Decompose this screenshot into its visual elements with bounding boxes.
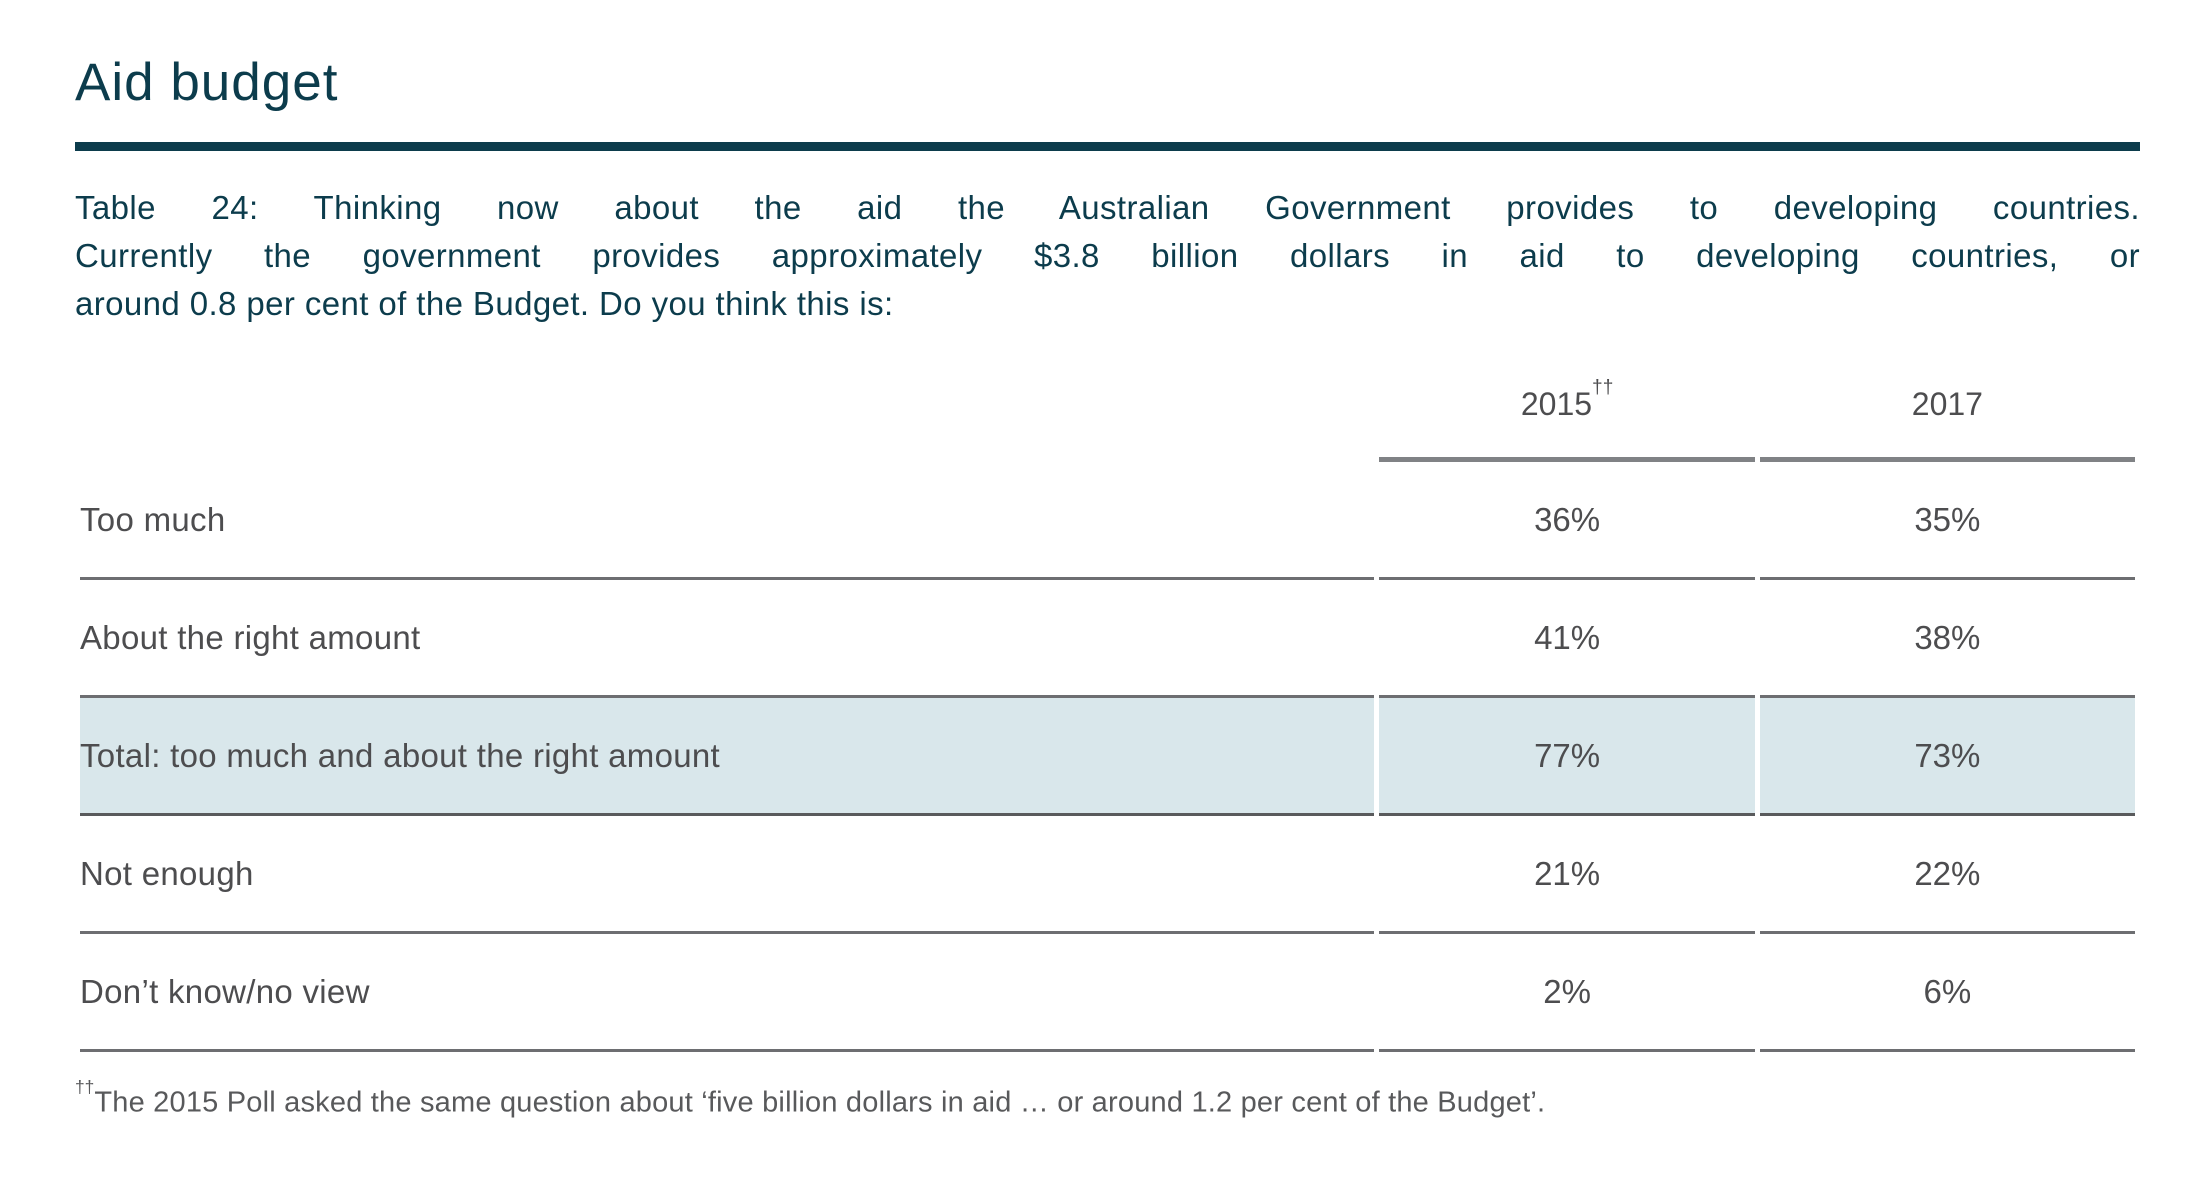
table-row-total-highlight: Total: too much and about the right amou… — [80, 698, 2135, 816]
dagger-footnote-marker: †† — [75, 1077, 95, 1098]
table-row: About the right amount 41% 38% — [80, 580, 2135, 698]
table-row: Not enough 21% 22% — [80, 816, 2135, 934]
value-2015: 41% — [1379, 580, 1755, 698]
value-2017: 22% — [1759, 816, 2135, 934]
table-footnote: ††The 2015 Poll asked the same question … — [75, 1076, 2140, 1122]
page-title: Aid budget — [75, 53, 339, 112]
poll-results-table: 2015†† 2017 Too much 36% 35% About the r… — [75, 377, 2140, 1052]
question-line: Table 24: Thinking now about the aid the… — [75, 189, 2140, 226]
title-rule — [75, 142, 2140, 151]
column-header-2017: 2017 — [1759, 386, 2135, 462]
row-label: Not enough — [80, 816, 1375, 934]
value-2017: 73% — [1759, 698, 2135, 816]
column-header-2015: 2015†† — [1379, 377, 1755, 462]
table-header-row: 2015†† 2017 — [80, 377, 2135, 462]
row-label: Too much — [80, 462, 1375, 580]
table-row: Don’t know/no view 2% 6% — [80, 934, 2135, 1052]
table-row: Too much 36% 35% — [80, 462, 2135, 580]
value-2015: 77% — [1379, 698, 1755, 816]
value-2017: 35% — [1759, 462, 2135, 580]
value-2015: 21% — [1379, 816, 1755, 934]
value-2015: 36% — [1379, 462, 1755, 580]
question-line: around 0.8 per cent of the Budget. Do yo… — [75, 285, 894, 322]
footnote-text: The 2015 Poll asked the same question ab… — [94, 1086, 1546, 1119]
value-2015: 2% — [1379, 934, 1755, 1052]
question-line: Currently the government provides approx… — [75, 237, 2140, 274]
row-label: Total: too much and about the right amou… — [80, 698, 1375, 816]
column-year-label: 2015 — [1520, 386, 1593, 422]
dagger-footnote-marker: †† — [1592, 376, 1614, 398]
row-label: Don’t know/no view — [80, 934, 1375, 1052]
empty-header-cell — [80, 386, 1374, 462]
report-page: Aid budget Table 24: Thinking now about … — [75, 53, 2140, 1122]
table-caption: Table 24: Thinking now about the aid the… — [75, 184, 2140, 328]
value-2017: 38% — [1759, 580, 2135, 698]
row-label: About the right amount — [80, 580, 1375, 698]
column-year-label: 2017 — [1911, 386, 1983, 422]
value-2017: 6% — [1759, 934, 2135, 1052]
